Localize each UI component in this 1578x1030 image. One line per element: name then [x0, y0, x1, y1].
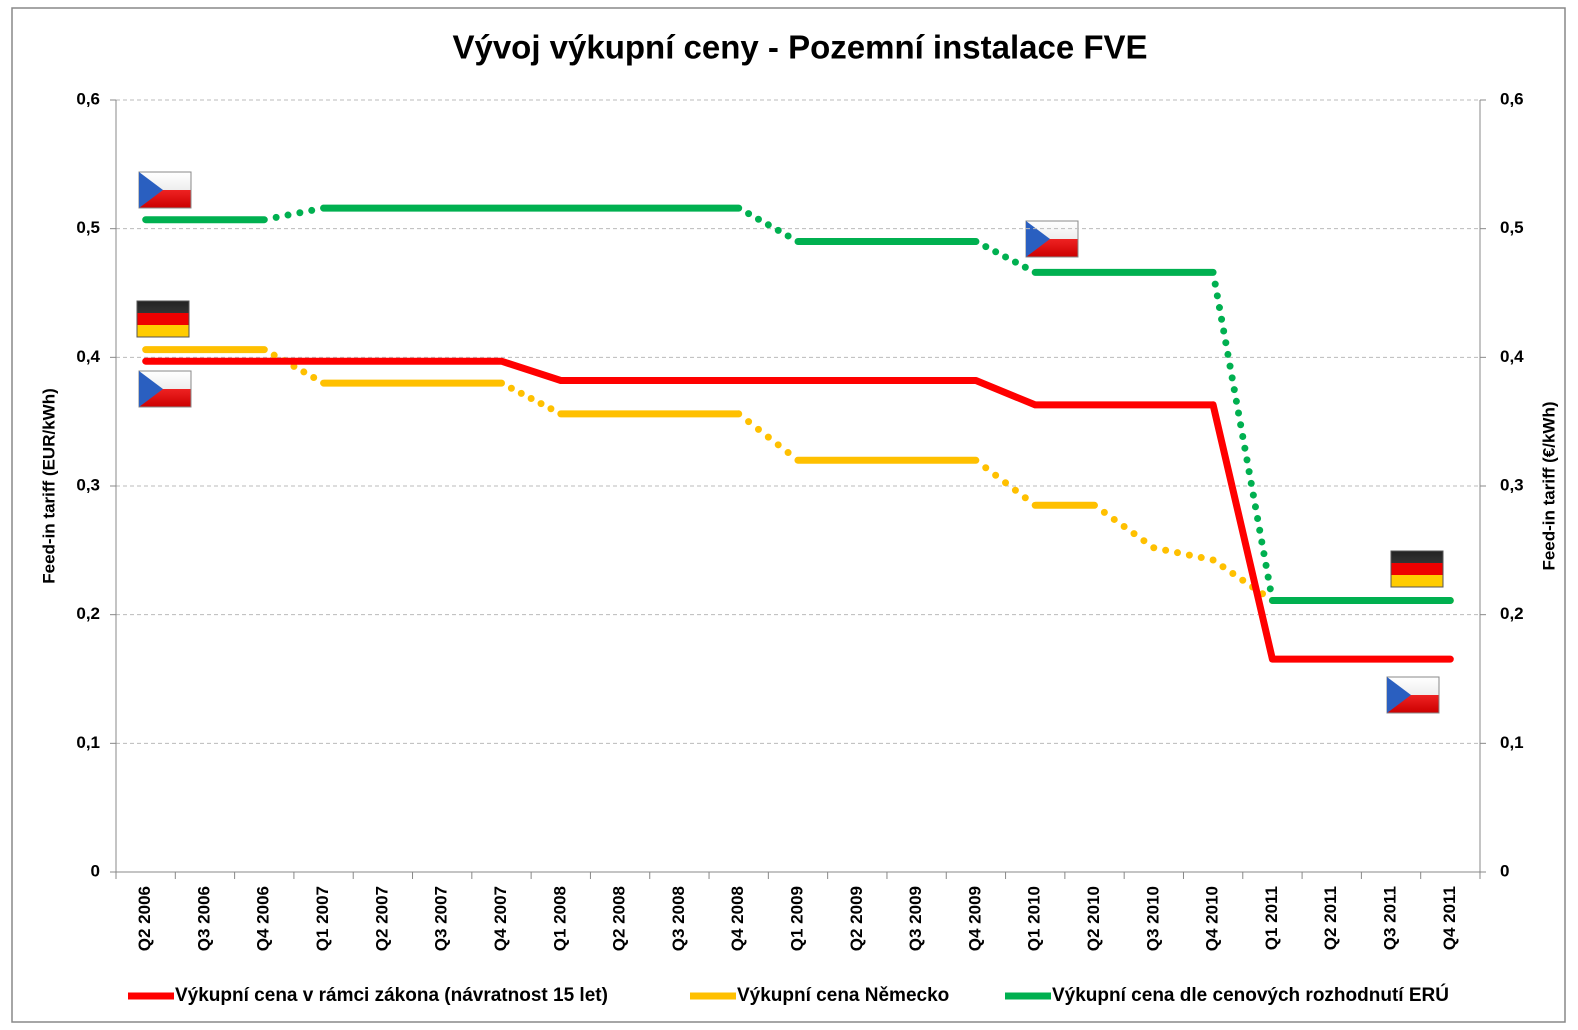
y-tick-label: 0,4 — [76, 347, 100, 366]
x-tick-label: Q4 2007 — [491, 886, 510, 951]
x-tick-label: Q3 2009 — [906, 886, 925, 951]
x-tick-label: Q2 2011 — [1321, 886, 1340, 950]
x-tick-label: Q1 2009 — [787, 886, 806, 951]
x-tick-label: Q2 2007 — [372, 886, 391, 951]
flag-icon — [1390, 550, 1444, 588]
line-series — [142, 346, 1454, 604]
chart-border — [11, 7, 1566, 1023]
legend-label: Výkupní cena v rámci zákona (návratnost … — [175, 985, 608, 1006]
y2-tick-label: 0 — [1500, 861, 1509, 880]
x-tick-label: Q3 2007 — [432, 886, 451, 951]
flag-icon — [136, 300, 190, 338]
legend-label: Výkupní cena Německo — [737, 985, 949, 1006]
x-tick-label: Q2 2008 — [610, 886, 629, 951]
x-tick-label: Q4 2010 — [1203, 886, 1222, 951]
y-tick-label: 0,3 — [76, 475, 100, 494]
y2-tick-label: 0,5 — [1500, 218, 1524, 237]
y-tick-label: 0 — [91, 861, 100, 880]
x-tick-label: Q3 2011 — [1381, 886, 1400, 950]
x-tick-label: Q2 2009 — [847, 886, 866, 951]
x-tick-label: Q4 2011 — [1440, 886, 1459, 950]
legend-label: Výkupní cena dle cenových rozhodnutí ERÚ — [1052, 984, 1449, 1006]
x-tick-label: Q3 2010 — [1143, 886, 1162, 951]
x-tick-label: Q2 2010 — [1084, 886, 1103, 951]
x-tick-label: Q4 2009 — [965, 886, 984, 951]
flag-icon — [138, 370, 192, 408]
flag-icon — [1025, 220, 1079, 258]
x-tick-label: Q1 2010 — [1025, 886, 1044, 951]
y2-tick-label: 0,2 — [1500, 604, 1524, 623]
y2-tick-label: 0,4 — [1500, 347, 1524, 366]
y-tick-label: 0,1 — [76, 733, 100, 752]
y2-axis-label: Feed-in tariff (€/kWh) — [1539, 401, 1558, 570]
line-series — [142, 204, 1454, 604]
x-tick-label: Q3 2006 — [194, 886, 213, 951]
y-tick-label: 0,2 — [76, 604, 100, 623]
x-tick-label: Q1 2007 — [313, 886, 332, 951]
chart-title: Vývoj výkupní ceny - Pozemní instalace F… — [452, 29, 1147, 66]
x-tick-label: Q4 2006 — [254, 886, 273, 951]
flag-icon — [1386, 676, 1440, 714]
line-series — [142, 357, 1454, 663]
x-tick-label: Q1 2008 — [550, 886, 569, 951]
y-tick-label: 0,5 — [76, 218, 100, 237]
y2-tick-label: 0,6 — [1500, 89, 1524, 108]
y2-tick-label: 0,1 — [1500, 733, 1524, 752]
y-tick-label: 0,6 — [76, 89, 100, 108]
x-tick-label: Q4 2008 — [728, 886, 747, 951]
x-tick-label: Q3 2008 — [669, 886, 688, 951]
flag-icon — [138, 171, 192, 209]
x-tick-label: Q2 2006 — [135, 886, 154, 951]
y2-tick-label: 0,3 — [1500, 475, 1524, 494]
y-axis-label: Feed-in tariff (EUR/kWh) — [39, 388, 58, 584]
x-tick-label: Q1 2011 — [1262, 886, 1281, 950]
